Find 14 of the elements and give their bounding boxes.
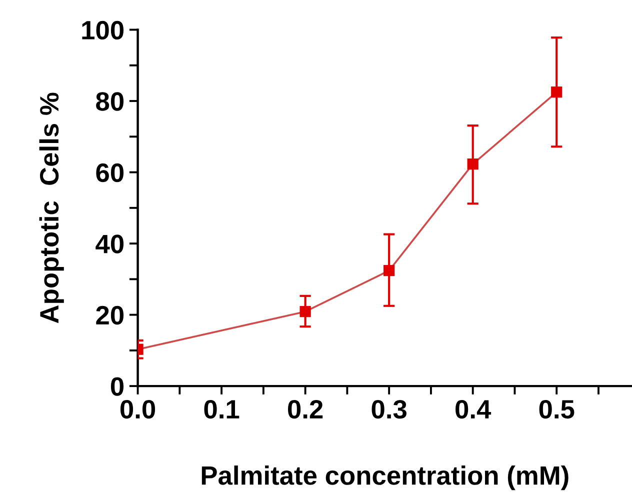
x-axis-title: Palmitate concentration (mM) [202,466,568,490]
y-tick-label: 80 [96,92,124,111]
x-tick-label: 0.2 [288,400,323,419]
y-tick-label: 20 [96,306,124,325]
y-tick-label: 100 [82,20,124,40]
x-tick-label: 0.1 [204,400,240,419]
x-tick-label: 0.0 [120,400,156,419]
x-tick-label: 0.5 [539,400,574,419]
y-axis-title: Apoptotic Cells % [39,92,64,324]
y-tick-label: 0 [110,377,124,396]
y-tick-label: 40 [96,234,124,254]
x-tick-label: 0.3 [372,400,406,419]
x-tick-label: 0.4 [456,400,492,419]
y-tick-label: 60 [96,163,124,182]
